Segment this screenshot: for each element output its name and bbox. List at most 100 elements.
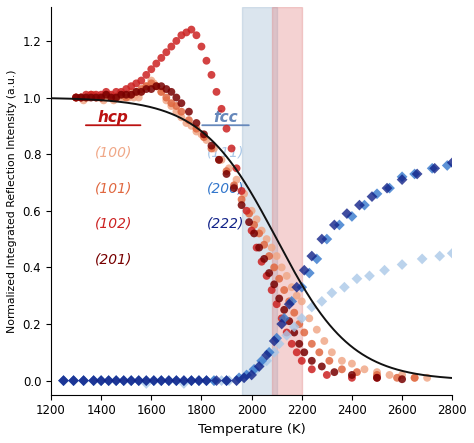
Point xyxy=(436,253,444,260)
Point xyxy=(235,374,243,381)
Point xyxy=(330,222,338,229)
Point xyxy=(180,377,188,384)
Point xyxy=(260,255,268,262)
Point xyxy=(192,120,200,127)
Point xyxy=(178,100,185,107)
Point xyxy=(90,377,97,384)
Point xyxy=(157,88,165,95)
Point xyxy=(143,83,150,90)
Point xyxy=(128,91,135,98)
Point xyxy=(135,94,143,101)
Point xyxy=(255,244,263,251)
Point xyxy=(291,309,298,316)
Point xyxy=(147,80,155,87)
Point xyxy=(298,357,306,364)
Point xyxy=(122,91,130,98)
Point xyxy=(295,320,303,327)
Point xyxy=(373,374,381,381)
Point xyxy=(250,366,258,373)
Point xyxy=(253,366,260,373)
Point xyxy=(240,374,248,381)
Point xyxy=(301,329,308,336)
Point xyxy=(240,374,248,381)
Point xyxy=(230,182,238,189)
Point xyxy=(82,91,90,98)
Point xyxy=(431,165,438,172)
Point xyxy=(157,88,165,95)
Point xyxy=(223,377,230,384)
Point xyxy=(281,315,288,322)
Point xyxy=(87,94,95,101)
Point xyxy=(203,136,210,144)
Point xyxy=(285,298,293,305)
Point xyxy=(60,377,67,384)
Point xyxy=(248,227,255,234)
Point xyxy=(135,377,143,384)
Point xyxy=(268,244,275,251)
Point xyxy=(293,284,301,291)
Point xyxy=(168,43,175,50)
Point xyxy=(97,91,105,98)
Point xyxy=(105,377,112,384)
Point xyxy=(97,377,105,384)
Point xyxy=(168,88,175,95)
Point xyxy=(143,85,150,93)
Point xyxy=(128,377,135,384)
Point xyxy=(320,338,328,345)
Point xyxy=(285,318,293,325)
Point xyxy=(97,94,105,101)
Point xyxy=(143,380,150,387)
Point xyxy=(386,371,393,378)
Point xyxy=(225,377,233,384)
Point xyxy=(330,369,338,376)
Bar xyxy=(272,7,302,395)
Point xyxy=(147,77,155,84)
Point xyxy=(208,71,215,78)
Point xyxy=(178,32,185,39)
Point xyxy=(318,298,326,305)
Point xyxy=(80,377,87,384)
Point xyxy=(195,377,203,384)
X-axis label: Temperature (K): Temperature (K) xyxy=(198,423,305,436)
Point xyxy=(365,272,373,280)
Text: fcc: fcc xyxy=(213,110,238,125)
Point xyxy=(128,88,135,95)
Point xyxy=(147,85,155,93)
Point xyxy=(373,374,381,381)
Point xyxy=(153,83,160,90)
Point xyxy=(132,88,140,95)
Point xyxy=(77,94,85,101)
Point xyxy=(80,97,87,104)
Point xyxy=(87,91,95,98)
Point xyxy=(295,340,303,347)
Point xyxy=(398,261,406,268)
Point xyxy=(168,100,175,107)
Point xyxy=(341,284,348,291)
Point xyxy=(411,374,419,381)
Point xyxy=(120,377,128,384)
Point xyxy=(308,253,316,260)
Point xyxy=(288,284,295,291)
Point xyxy=(203,57,210,64)
Point xyxy=(260,241,268,248)
Point xyxy=(92,94,100,101)
Point xyxy=(208,142,215,149)
Point xyxy=(238,187,246,194)
Point xyxy=(192,125,200,132)
Point xyxy=(278,320,285,327)
Point xyxy=(265,269,273,276)
Point xyxy=(185,117,193,124)
Point xyxy=(353,369,361,376)
Point xyxy=(163,85,170,93)
Point xyxy=(270,281,278,288)
Point xyxy=(165,377,173,384)
Point xyxy=(361,366,368,373)
Point xyxy=(225,165,233,172)
Point xyxy=(125,94,133,101)
Point xyxy=(243,207,250,214)
Point xyxy=(348,213,356,220)
Point xyxy=(413,171,421,178)
Point xyxy=(102,88,110,95)
Point xyxy=(263,272,271,280)
Point xyxy=(203,377,210,384)
